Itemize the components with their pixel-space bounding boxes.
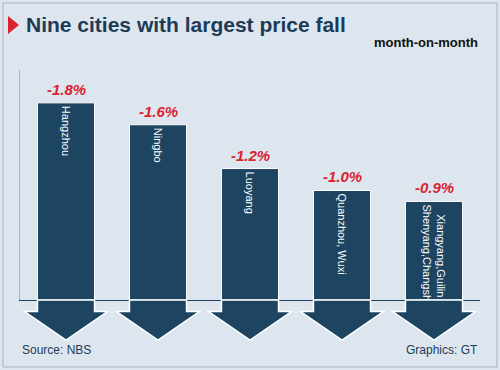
- svg-text:-1.8%: -1.8%: [47, 81, 86, 98]
- svg-text:Graphics: GT: Graphics: GT: [406, 343, 478, 357]
- svg-text:Source: NBS: Source: NBS: [22, 343, 91, 357]
- svg-text:Xiangyang,GuilinShenyang,Chang: Xiangyang,GuilinShenyang,Changsha: [421, 204, 447, 308]
- svg-text:-1.0%: -1.0%: [323, 168, 362, 185]
- svg-text:Luoyang: Luoyang: [244, 172, 256, 214]
- svg-text:Quanzhou, Wuxi: Quanzhou, Wuxi: [336, 193, 348, 274]
- svg-text:Nine cities with largest price: Nine cities with largest price fall: [26, 13, 346, 36]
- svg-text:-1.2%: -1.2%: [231, 147, 270, 164]
- svg-text:-0.9%: -0.9%: [415, 179, 454, 196]
- svg-text:Hangzhou: Hangzhou: [60, 106, 72, 156]
- svg-text:month-on-month: month-on-month: [374, 35, 478, 50]
- svg-text:Ningbo: Ningbo: [152, 128, 164, 163]
- svg-text:-1.6%: -1.6%: [139, 103, 178, 120]
